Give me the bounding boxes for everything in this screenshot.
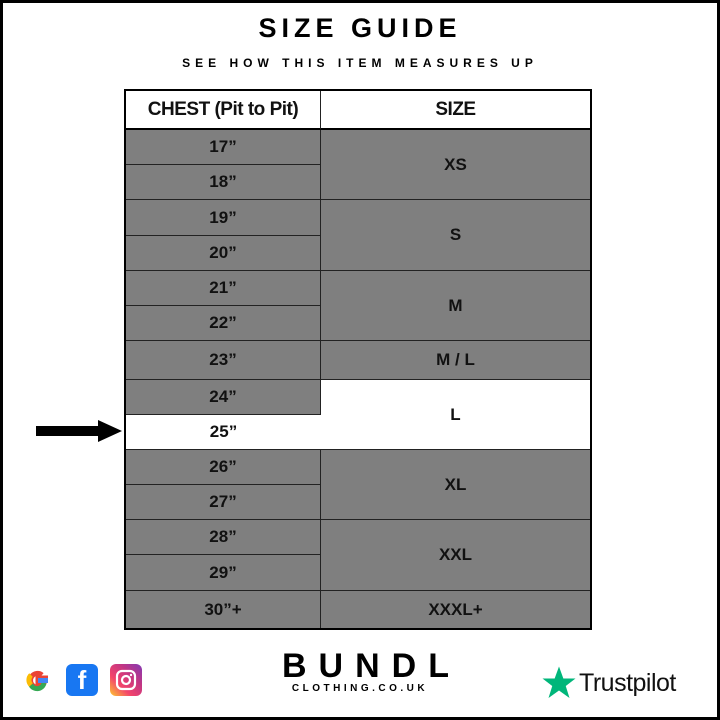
size-cell: M bbox=[321, 271, 590, 341]
chest-cell: 19” bbox=[126, 200, 321, 236]
chest-cell: 17” bbox=[126, 130, 321, 165]
page-title: SIZE GUIDE bbox=[258, 13, 462, 43]
chest-cell: 28” bbox=[126, 520, 321, 555]
brand-logo: BUNDL CLOTHING.CO.UK bbox=[270, 647, 450, 694]
trustpilot-logo[interactable]: Trustpilot bbox=[541, 665, 676, 701]
chest-cell: 23” bbox=[126, 341, 321, 380]
chest-cell: 30”+ bbox=[126, 591, 321, 628]
chest-cell: 29” bbox=[126, 555, 321, 591]
instagram-icon[interactable] bbox=[110, 664, 142, 696]
size-cell: M / L bbox=[321, 341, 590, 380]
size-table: CHEST (Pit to Pit) SIZE 17” 18” 19” 20” … bbox=[124, 89, 592, 630]
chest-cell: 21” bbox=[126, 271, 321, 306]
header-chest: CHEST (Pit to Pit) bbox=[126, 91, 321, 130]
size-cell: XXL bbox=[321, 520, 590, 591]
chest-cell: 26” bbox=[126, 450, 321, 485]
brand-name: BUNDL bbox=[282, 647, 461, 685]
star-icon bbox=[542, 666, 576, 698]
size-cell: XXXL+ bbox=[428, 599, 483, 619]
trustpilot-label: Trustpilot bbox=[579, 668, 676, 697]
size-cell: S bbox=[321, 200, 590, 271]
chest-cell: 22” bbox=[126, 306, 321, 341]
chest-cell: 24” bbox=[126, 380, 321, 415]
header-size: SIZE bbox=[321, 91, 590, 130]
chest-cell: 18” bbox=[126, 165, 321, 200]
size-cell-highlighted: L bbox=[321, 380, 590, 450]
brand-domain: CLOTHING.CO.UK bbox=[291, 683, 429, 694]
chest-cell: 20” bbox=[126, 236, 321, 271]
size-cell: XS bbox=[321, 130, 590, 200]
facebook-icon[interactable]: f bbox=[66, 664, 98, 696]
page-subtitle: SEE HOW THIS ITEM MEASURES UP bbox=[182, 56, 538, 70]
google-icon[interactable] bbox=[22, 664, 54, 696]
chest-cell: 27” bbox=[126, 485, 321, 520]
arrow-right-icon bbox=[36, 420, 122, 442]
social-icons: f bbox=[22, 664, 142, 696]
chest-cell-highlighted: 25” bbox=[126, 415, 321, 450]
size-cell: XL bbox=[321, 450, 590, 520]
